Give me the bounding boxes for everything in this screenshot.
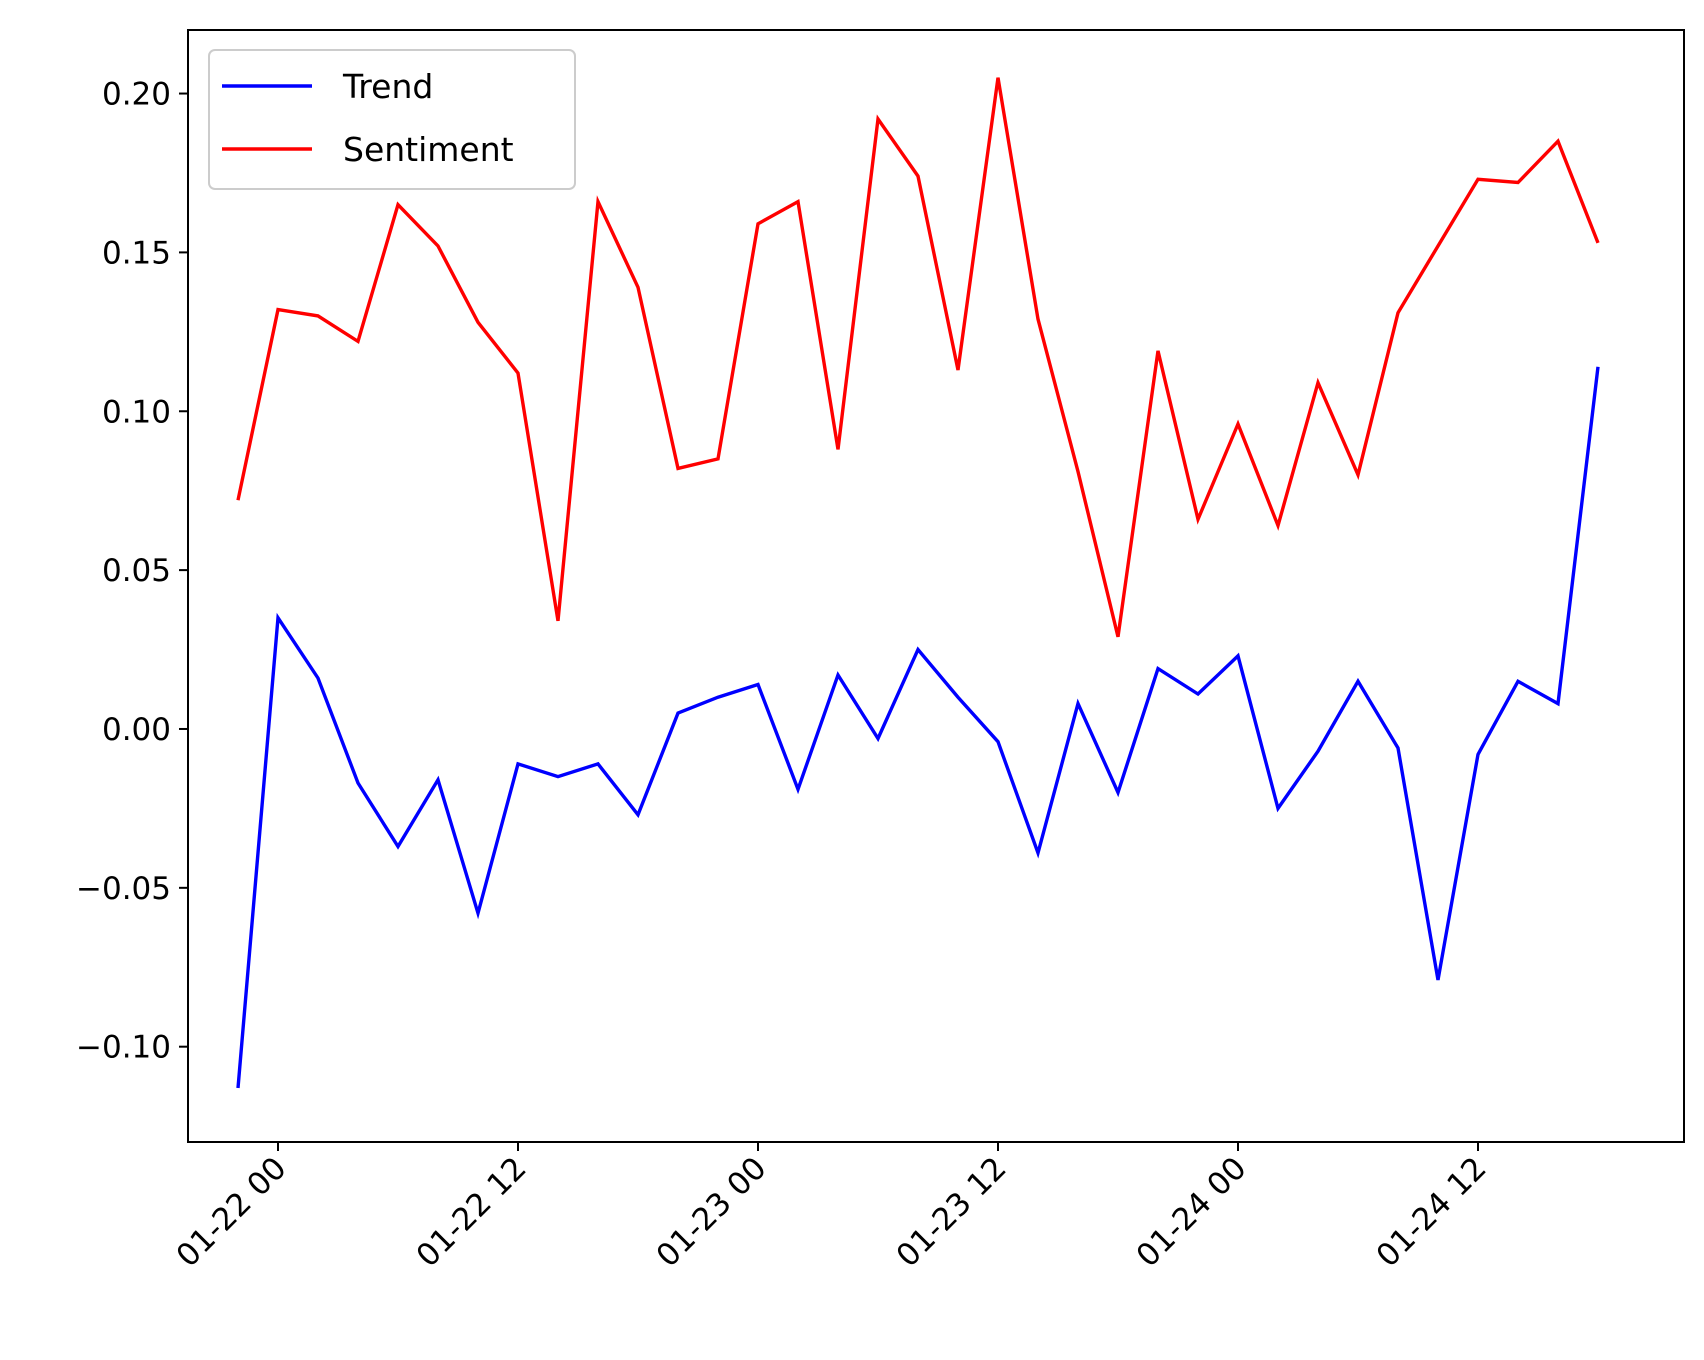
legend: Trend Sentiment [208,49,576,190]
y-tick-label: 0.15 [102,235,171,271]
y-tick-label: 0.10 [102,394,171,430]
y-tick-label: 0.20 [102,77,171,113]
legend-label-trend: Trend [342,67,433,106]
series-line-trend [236,366,1600,1089]
series-line-sentiment [236,77,1600,638]
y-tick-label: 0.00 [102,712,171,748]
y-tick-label: 0.05 [102,553,171,589]
y-tick-label: −0.10 [76,1030,171,1066]
series-layer [236,77,1600,1089]
plot-frame [187,29,1685,1143]
y-tick-label: −0.05 [76,871,171,907]
y-axis: −0.10 −0.05 0.00 0.05 0.10 0.15 0.20 [76,77,188,1066]
legend-label-sentiment: Sentiment [343,130,514,169]
